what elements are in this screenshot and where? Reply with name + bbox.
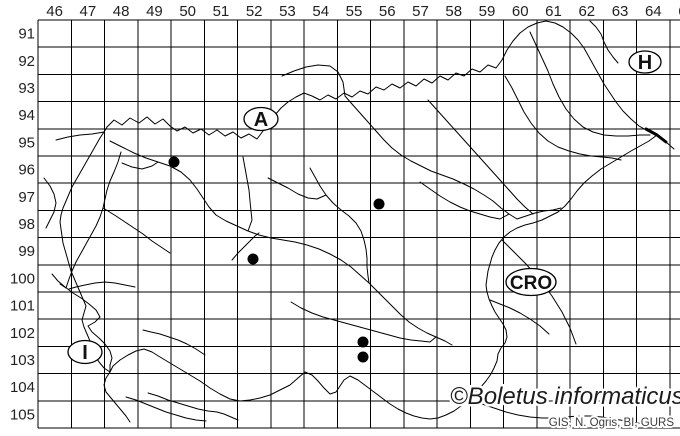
river-savinja-upper — [267, 177, 327, 200]
grid-column-label: 49 — [146, 3, 163, 20]
occurrence-dots — [168, 156, 385, 363]
country-label-ellipse — [628, 50, 662, 74]
river-savinja — [309, 167, 370, 284]
grid-column-label: 54 — [312, 3, 329, 20]
grid-column-label: 57 — [412, 3, 429, 20]
country-label-text: CRO — [510, 273, 552, 294]
grid-column-label: 46 — [46, 3, 63, 20]
grid-row-label: 95 — [18, 134, 35, 151]
grid-row-label: 98 — [18, 216, 35, 233]
occurrence-dot — [168, 156, 180, 168]
grid-column-labels: 46 47 48 49 50 51 52 53 54 55 56 57 58 59 60 61 62 63 64 65 — [46, 3, 680, 20]
grid-row-label: 99 — [18, 243, 35, 260]
grid-column-label: 61 — [545, 3, 562, 20]
grid-row-label: 104 — [10, 379, 35, 396]
river-mura — [529, 31, 651, 137]
river-drava — [344, 95, 562, 220]
grid-row-label: 94 — [18, 107, 35, 124]
river-soca — [59, 151, 122, 289]
river-raba — [589, 20, 619, 64]
grid-column-label: 62 — [578, 3, 595, 20]
river-bohinjka — [121, 161, 159, 170]
river-ledava — [504, 75, 622, 161]
border-west — [59, 126, 111, 373]
occurrence-dot — [357, 336, 369, 348]
sources-credit: GIS, N. Ogris, BI, GURS — [549, 417, 675, 429]
grid-row-label: 96 — [18, 162, 35, 179]
grid-column-label: 53 — [279, 3, 296, 20]
country-label-text: A — [254, 109, 268, 131]
country-label-ellipse — [243, 106, 279, 132]
grid-column-label: 58 — [445, 3, 462, 20]
river-krka — [290, 301, 437, 343]
grid-column-label: 65 — [678, 3, 680, 20]
brand-credit: ©Boletus informaticus — [450, 383, 680, 410]
country-border-and-rivers — [43, 20, 675, 427]
grid-column-label: 55 — [346, 3, 363, 20]
river-dravinja — [419, 181, 510, 220]
grid-column-label: 60 — [512, 3, 529, 20]
coastline — [51, 273, 131, 423]
grid-row-label: 91 — [18, 26, 35, 43]
occurrence-dot — [247, 253, 259, 265]
country-label-ellipse — [67, 339, 103, 365]
country-label-text: I — [82, 342, 88, 364]
grid-row-label: 102 — [10, 325, 35, 342]
border-north — [106, 20, 658, 140]
river-ljubljanica — [231, 232, 260, 261]
river-vipava — [68, 281, 136, 290]
river-idrijca — [102, 207, 171, 254]
grid-column-label: 50 — [179, 3, 196, 20]
grid-row-label: 103 — [10, 352, 35, 369]
grid-column-label: 56 — [379, 3, 396, 20]
grid-row-label: 93 — [18, 80, 35, 97]
italy-stream — [43, 177, 57, 229]
border-east-south — [109, 134, 658, 420]
istria-ridge — [147, 392, 239, 421]
river-reka — [142, 329, 206, 356]
grid-row-label: 100 — [10, 270, 35, 287]
river-sotla-east — [489, 299, 550, 335]
country-label-ellipse — [505, 267, 557, 297]
grid-row-labels: 91 92 93 94 95 96 97 98 99 100 101 102 103 104 105 — [10, 26, 35, 424]
river-gail — [55, 131, 105, 141]
grid-row-label: 105 — [10, 406, 35, 423]
river-sava — [109, 140, 453, 346]
occurrence-dot — [373, 198, 385, 210]
grid-column-label: 59 — [479, 3, 496, 20]
grid-column-label: 48 — [113, 3, 130, 20]
northeast-tip-arrow — [644, 127, 668, 144]
river-pesnica — [427, 99, 534, 215]
grid-column-label: 51 — [213, 3, 230, 20]
river-kupa — [469, 399, 663, 427]
river-mirna — [125, 396, 207, 422]
grid-column-label: 52 — [246, 3, 263, 20]
river-drava-upper — [281, 64, 346, 97]
grid-column-label: 47 — [80, 3, 97, 20]
grid-row-label: 101 — [10, 298, 35, 315]
country-labels: A H CRO I — [67, 50, 662, 365]
country-label-text: H — [638, 52, 652, 74]
grid-column-label: 63 — [612, 3, 629, 20]
grid-column-label: 64 — [645, 3, 662, 20]
river-kokra — [242, 156, 253, 232]
grid-row-label: 97 — [18, 189, 35, 206]
utm-grid — [37, 19, 680, 429]
grid-row-label: 92 — [18, 53, 35, 70]
occurrence-dot — [357, 351, 369, 363]
